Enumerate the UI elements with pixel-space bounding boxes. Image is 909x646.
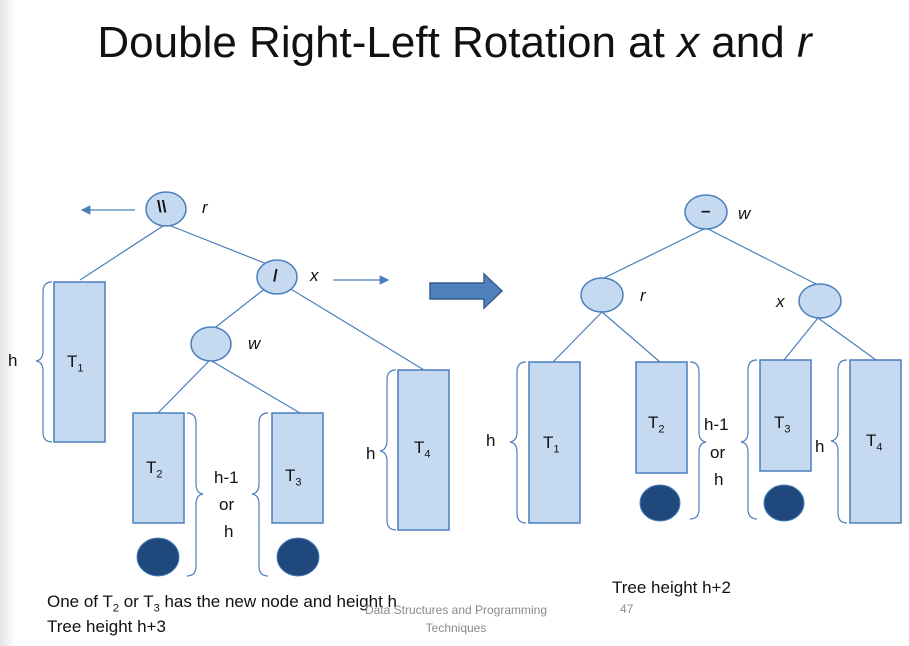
before-node-r	[145, 191, 187, 227]
after-t4-label: T4	[866, 431, 883, 454]
left-shadow	[0, 0, 16, 646]
after-height-left: h	[486, 431, 496, 450]
after-node-w	[684, 194, 728, 230]
before-node-r-label: r	[202, 198, 208, 217]
page-number: 47	[620, 602, 634, 616]
after-subtree-t1	[528, 361, 581, 524]
after-height-t4: h	[815, 437, 825, 456]
before-t4-label: T4	[414, 438, 431, 461]
after-new-node-t2	[639, 484, 681, 522]
before-node-w	[190, 326, 232, 362]
before-t3-label: T3	[285, 466, 302, 489]
before-subtree-t1	[53, 281, 106, 443]
before-node-x-label: x	[310, 266, 319, 285]
before-subtree-t3	[271, 412, 324, 524]
before-edges	[79, 205, 425, 414]
after-edges	[552, 227, 877, 363]
before-height-left: h	[8, 351, 18, 370]
note-height-before: Tree height h+3	[47, 617, 166, 636]
before-height-t4: h	[366, 444, 376, 463]
after-braces	[509, 359, 848, 524]
before-height-middle-2: h	[224, 522, 234, 541]
after-node-x-label: x	[776, 292, 785, 311]
slide-title: Double Right-Left Rotation at x and r	[97, 18, 812, 67]
before-node-x-symbol: /	[273, 266, 278, 285]
after-t3-label: T3	[774, 413, 791, 436]
before-node-x	[256, 259, 298, 295]
before-node-r-symbol: \\	[157, 197, 167, 216]
note-new-node: One of T2 or T3 has the new node and hei…	[47, 592, 397, 615]
before-braces	[35, 281, 397, 577]
before-height-middle-or: or	[219, 495, 235, 514]
after-node-x	[798, 283, 842, 319]
after-node-r-label: r	[640, 286, 646, 305]
after-height-middle-2: h	[714, 470, 724, 489]
before-t1-label: T1	[67, 352, 84, 375]
after-subtree-t3	[759, 359, 812, 472]
after-node-w-label: w	[738, 204, 751, 223]
after-subtree-t4	[849, 359, 902, 524]
after-height-middle-or: or	[710, 443, 726, 462]
after-t1-label: T1	[543, 433, 560, 456]
before-t2-label: T2	[146, 458, 163, 481]
after-new-node-t3	[763, 484, 805, 522]
before-subtree-t4	[397, 369, 450, 531]
before-height-middle-1: h-1	[214, 468, 239, 487]
note-height-after: Tree height h+2	[612, 578, 731, 597]
after-node-r	[580, 277, 624, 313]
before-subtree-t2	[132, 412, 185, 524]
before-new-node-t3	[276, 537, 320, 577]
after-subtree-t2	[635, 361, 688, 474]
before-node-w-label: w	[248, 334, 261, 353]
footer-course-title: Data Structures and Programming Techniqu…	[364, 603, 548, 635]
transform-arrow	[429, 272, 504, 310]
after-height-middle-1: h-1	[704, 415, 729, 434]
before-new-node-t2	[136, 537, 180, 577]
after-node-w-symbol: –	[701, 201, 711, 220]
after-t2-label: T2	[648, 413, 665, 436]
